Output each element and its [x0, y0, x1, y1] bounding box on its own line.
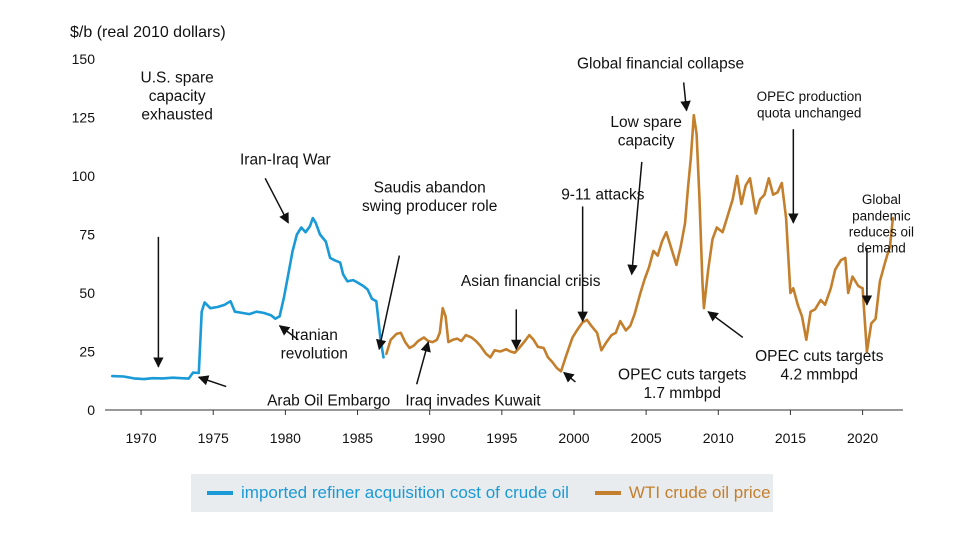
legend-label: WTI crude oil price: [628, 483, 771, 502]
annotation-label: OPEC cuts targets 1.7 mmbpd: [618, 367, 747, 403]
y-axis-label: $/b (real 2010 dollars): [70, 24, 226, 41]
legend-label: imported refiner acquisition cost of cru…: [241, 483, 569, 502]
y-tick-label: 25: [79, 344, 95, 360]
y-tick-label: 50: [79, 285, 95, 301]
annotation-label: Arab Oil Embargo: [267, 392, 390, 409]
y-tick-label: 75: [79, 227, 95, 243]
legend: imported refiner acquisition cost of cru…: [191, 474, 773, 512]
annotation-label: Global pandemic reduces oil demand: [849, 192, 914, 256]
annotation-label: OPEC cuts targets 4.2 mmbpd: [755, 348, 884, 384]
x-tick-label: 1975: [198, 430, 229, 446]
annotation-label: Saudis abandon swing producer role: [362, 179, 497, 215]
legend-item-imported-refiner: imported refiner acquisition cost of cru…: [207, 483, 569, 503]
y-tick-label: 100: [72, 168, 96, 184]
legend-swatch-blue: [207, 491, 233, 495]
x-tick-label: 1980: [270, 430, 301, 446]
y-axis-ticks: 0 25 50 75 100 125 150: [72, 51, 96, 418]
annotation-label: Iraq invades Kuwait: [405, 392, 541, 409]
annotation-label: Low spare capacity: [610, 114, 682, 150]
annotation-label: 9-11 attacks: [561, 186, 645, 203]
x-tick-label: 1970: [125, 430, 156, 446]
x-tick-label: 2020: [847, 430, 878, 446]
x-tick-label: 2015: [775, 430, 806, 446]
x-tick-label: 2000: [558, 430, 589, 446]
series-line-0: [110, 216, 385, 381]
x-tick-label: 1985: [342, 430, 373, 446]
series-layer: [110, 113, 895, 381]
annotation-arrow: [563, 371, 576, 383]
annotation-arrow: [415, 341, 431, 385]
x-axis-ticks: 1970 1975 1980 1985 1990 1995 2000 2005 2010 2015…: [125, 410, 878, 446]
annotation-label: Iran-Iraq War: [240, 151, 331, 168]
annotation-label: Iranian revolution: [281, 327, 348, 363]
annotation-layer: U.S. spare capacity exhausted Arab Oil Emba…: [141, 55, 914, 409]
annotation-label: Global financial collapse: [577, 55, 744, 72]
y-tick-label: 0: [87, 402, 95, 418]
y-tick-label: 125: [72, 110, 96, 126]
x-tick-label: 2005: [631, 430, 662, 446]
legend-swatch-orange: [594, 491, 621, 495]
annotation-label: U.S. spare capacity exhausted: [141, 69, 214, 123]
annotation-arrow: [376, 255, 401, 351]
annotation-arrow: [707, 311, 744, 339]
series-line-1: [385, 113, 895, 373]
annotation-label: Asian financial crisis: [461, 273, 601, 290]
annotation-arrow: [197, 375, 227, 388]
annotation-arrow: [264, 177, 289, 224]
annotation-arrow: [278, 325, 299, 341]
annotation-label: OPEC production quota unchanged: [757, 89, 862, 120]
y-tick-label: 150: [72, 51, 96, 67]
x-tick-label: 1990: [414, 430, 445, 446]
x-tick-label: 1995: [486, 430, 517, 446]
legend-item-wti: WTI crude oil price: [594, 483, 771, 503]
x-tick-label: 2010: [703, 430, 734, 446]
annotation-arrow: [680, 82, 691, 112]
annotation-arrow: [627, 161, 643, 276]
